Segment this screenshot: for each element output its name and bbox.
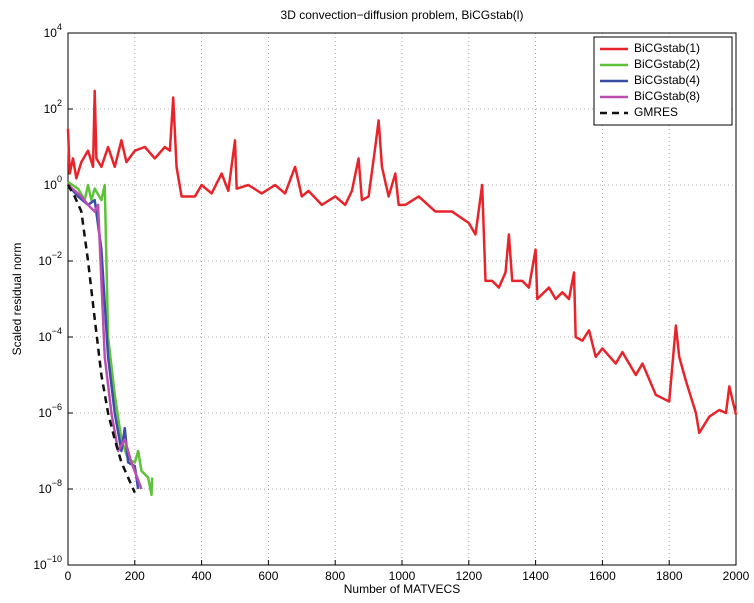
x-tick-label: 1400 bbox=[522, 569, 549, 583]
y-tick-label: 104 bbox=[44, 22, 62, 40]
y-tick-label: 10−8 bbox=[38, 478, 62, 496]
x-tick-label: 200 bbox=[125, 569, 145, 583]
legend-label: BiCGstab(8) bbox=[634, 89, 700, 103]
x-tick-label: 1600 bbox=[589, 569, 616, 583]
plot-frame bbox=[67, 32, 737, 566]
y-tick-label: 10−6 bbox=[38, 402, 62, 420]
x-tick-label: 0 bbox=[65, 569, 72, 583]
y-tick-label: 100 bbox=[44, 174, 62, 192]
x-tick-label: 1800 bbox=[656, 569, 683, 583]
x-tick-label: 1000 bbox=[389, 569, 416, 583]
y-tick-label: 10−10 bbox=[33, 554, 62, 572]
x-axis-label: Number of MATVECS bbox=[344, 582, 460, 596]
series-line bbox=[67, 180, 154, 497]
x-tick-label: 1200 bbox=[455, 569, 482, 583]
x-tick-label: 400 bbox=[192, 569, 212, 583]
chart-title: 3D convection−diffusion problem, BiCGsta… bbox=[281, 8, 524, 22]
y-tick-label: 10−2 bbox=[38, 250, 62, 268]
y-axis-label: Scaled residual norm bbox=[10, 243, 24, 356]
x-tick-label: 600 bbox=[258, 569, 278, 583]
series-line bbox=[66, 89, 738, 435]
legend: BiCGstab(1) BiCGstab(2) BiCGstab(4) BiCGsta… bbox=[593, 36, 733, 126]
x-tick-label: 800 bbox=[325, 569, 345, 583]
x-tick-label: 2000 bbox=[723, 569, 750, 583]
y-tick-label: 10−4 bbox=[38, 326, 62, 344]
y-tick-label: 102 bbox=[44, 98, 62, 116]
legend-label: BiCGstab(4) bbox=[634, 73, 700, 87]
series-line bbox=[66, 184, 136, 494]
legend-label: BiCGstab(2) bbox=[634, 57, 700, 71]
series-line bbox=[67, 184, 143, 490]
legend-label: BiCGstab(1) bbox=[634, 41, 700, 55]
legend-label: GMRES bbox=[634, 105, 678, 119]
